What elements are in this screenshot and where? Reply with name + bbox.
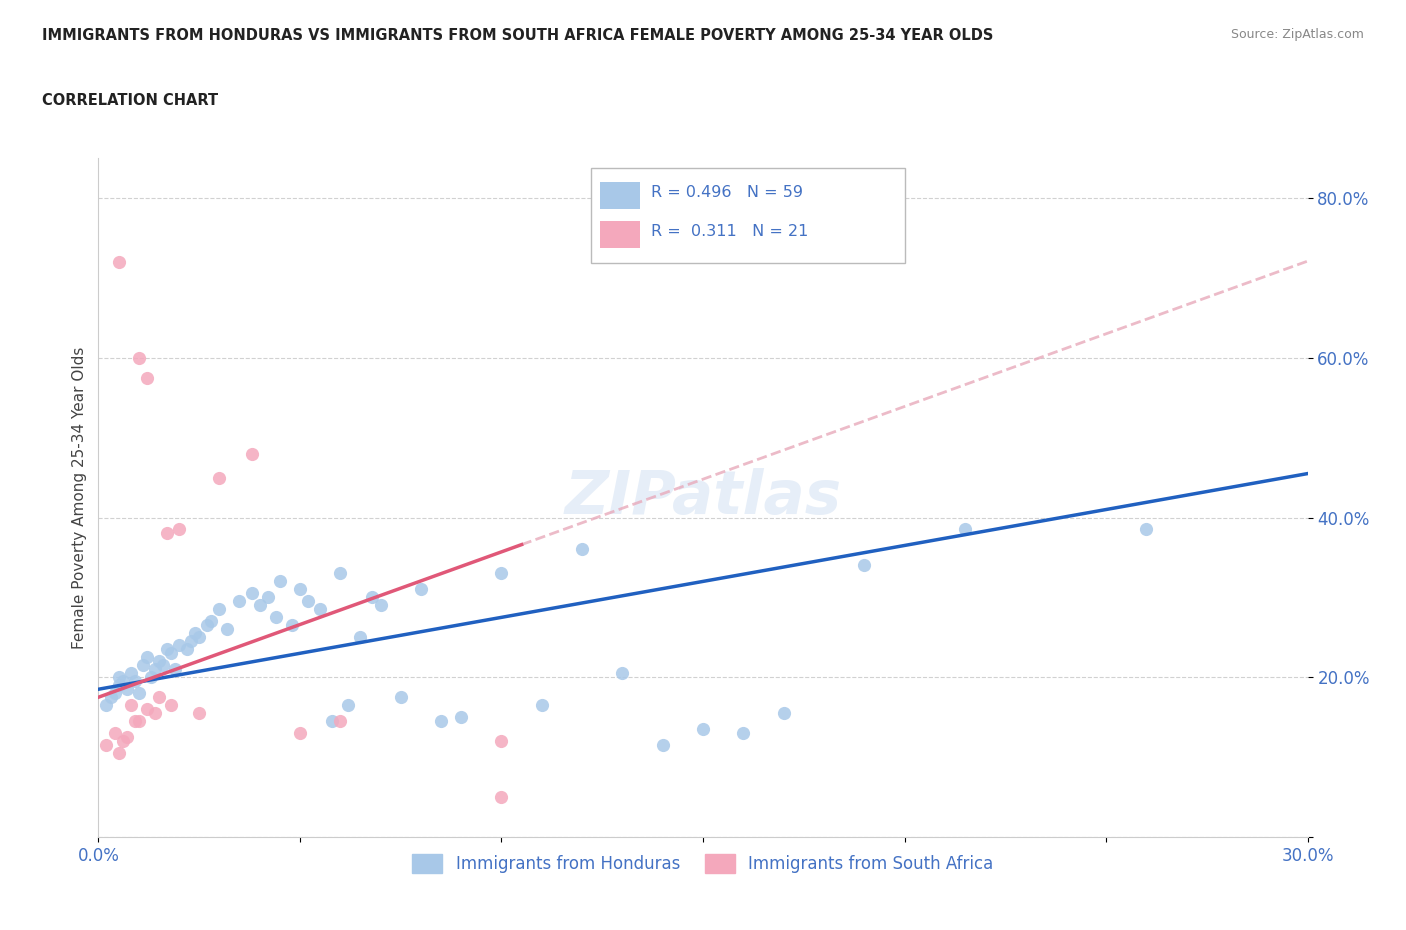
Point: [256, 590, 278, 604]
Point: [228, 594, 250, 609]
FancyBboxPatch shape: [591, 168, 905, 263]
Legend: Immigrants from Honduras, Immigrants from South Africa: Immigrants from Honduras, Immigrants fro…: [412, 854, 994, 872]
Point: [180, 634, 202, 649]
Point: [120, 666, 142, 681]
Point: [370, 598, 392, 613]
Point: [692, 722, 714, 737]
Text: IMMIGRANTS FROM HONDURAS VS IMMIGRANTS FROM SOUTH AFRICA FEMALE POVERTY AMONG 25: IMMIGRANTS FROM HONDURAS VS IMMIGRANTS F…: [42, 28, 994, 43]
Point: [208, 602, 231, 617]
Point: [361, 590, 384, 604]
Point: [143, 662, 166, 677]
Point: [163, 662, 186, 677]
Point: [491, 566, 513, 581]
Point: [135, 702, 157, 717]
Point: [128, 713, 150, 728]
Point: [309, 602, 332, 617]
Point: [176, 642, 198, 657]
Point: [107, 678, 129, 693]
Point: [288, 582, 311, 597]
Point: [188, 706, 211, 721]
Point: [111, 674, 134, 689]
Point: [1135, 522, 1157, 537]
Point: [152, 658, 174, 672]
Point: [96, 698, 118, 712]
Y-axis label: Female Poverty Among 25-34 Year Olds: Female Poverty Among 25-34 Year Olds: [72, 346, 87, 649]
Point: [184, 626, 207, 641]
Point: [124, 674, 146, 689]
Point: [96, 737, 118, 752]
Point: [135, 650, 157, 665]
Point: [329, 713, 352, 728]
Point: [135, 370, 157, 385]
Point: [217, 622, 239, 637]
Point: [156, 642, 179, 657]
Text: ZIPatlas: ZIPatlas: [564, 468, 842, 527]
Point: [139, 670, 162, 684]
Point: [167, 522, 190, 537]
Point: [115, 682, 138, 697]
Point: [148, 690, 170, 705]
Point: [111, 734, 134, 749]
Text: Source: ZipAtlas.com: Source: ZipAtlas.com: [1230, 28, 1364, 41]
Point: [450, 710, 472, 724]
Point: [103, 725, 125, 740]
Point: [132, 658, 155, 672]
Point: [329, 566, 352, 581]
Point: [188, 630, 211, 644]
Text: CORRELATION CHART: CORRELATION CHART: [42, 93, 218, 108]
Point: [107, 255, 129, 270]
Point: [124, 713, 146, 728]
Point: [120, 698, 142, 712]
Point: [491, 790, 513, 804]
Point: [148, 654, 170, 669]
Point: [143, 706, 166, 721]
Point: [264, 610, 287, 625]
Point: [321, 713, 343, 728]
Point: [107, 746, 129, 761]
Point: [160, 698, 183, 712]
Point: [100, 690, 122, 705]
FancyBboxPatch shape: [600, 220, 640, 247]
Point: [249, 598, 271, 613]
Point: [128, 351, 150, 365]
Point: [115, 730, 138, 745]
Point: [297, 594, 319, 609]
Point: [240, 586, 263, 601]
Point: [288, 725, 311, 740]
Point: [571, 542, 593, 557]
Point: [389, 690, 412, 705]
Point: [409, 582, 432, 597]
Point: [269, 574, 291, 589]
Point: [953, 522, 976, 537]
Point: [430, 713, 453, 728]
Point: [651, 737, 673, 752]
Point: [281, 618, 304, 632]
Point: [772, 706, 794, 721]
Point: [128, 685, 150, 700]
Point: [160, 645, 183, 660]
Point: [200, 614, 222, 629]
Point: [337, 698, 360, 712]
Point: [733, 725, 755, 740]
Point: [612, 666, 634, 681]
Point: [195, 618, 218, 632]
Text: R = 0.496   N = 59: R = 0.496 N = 59: [651, 184, 803, 200]
Point: [103, 685, 125, 700]
Point: [208, 471, 231, 485]
FancyBboxPatch shape: [600, 182, 640, 209]
Point: [167, 638, 190, 653]
Text: R =  0.311   N = 21: R = 0.311 N = 21: [651, 224, 808, 239]
Point: [107, 670, 129, 684]
Point: [530, 698, 553, 712]
Point: [491, 734, 513, 749]
Point: [349, 630, 371, 644]
Point: [853, 558, 876, 573]
Point: [240, 446, 263, 461]
Point: [156, 526, 179, 541]
